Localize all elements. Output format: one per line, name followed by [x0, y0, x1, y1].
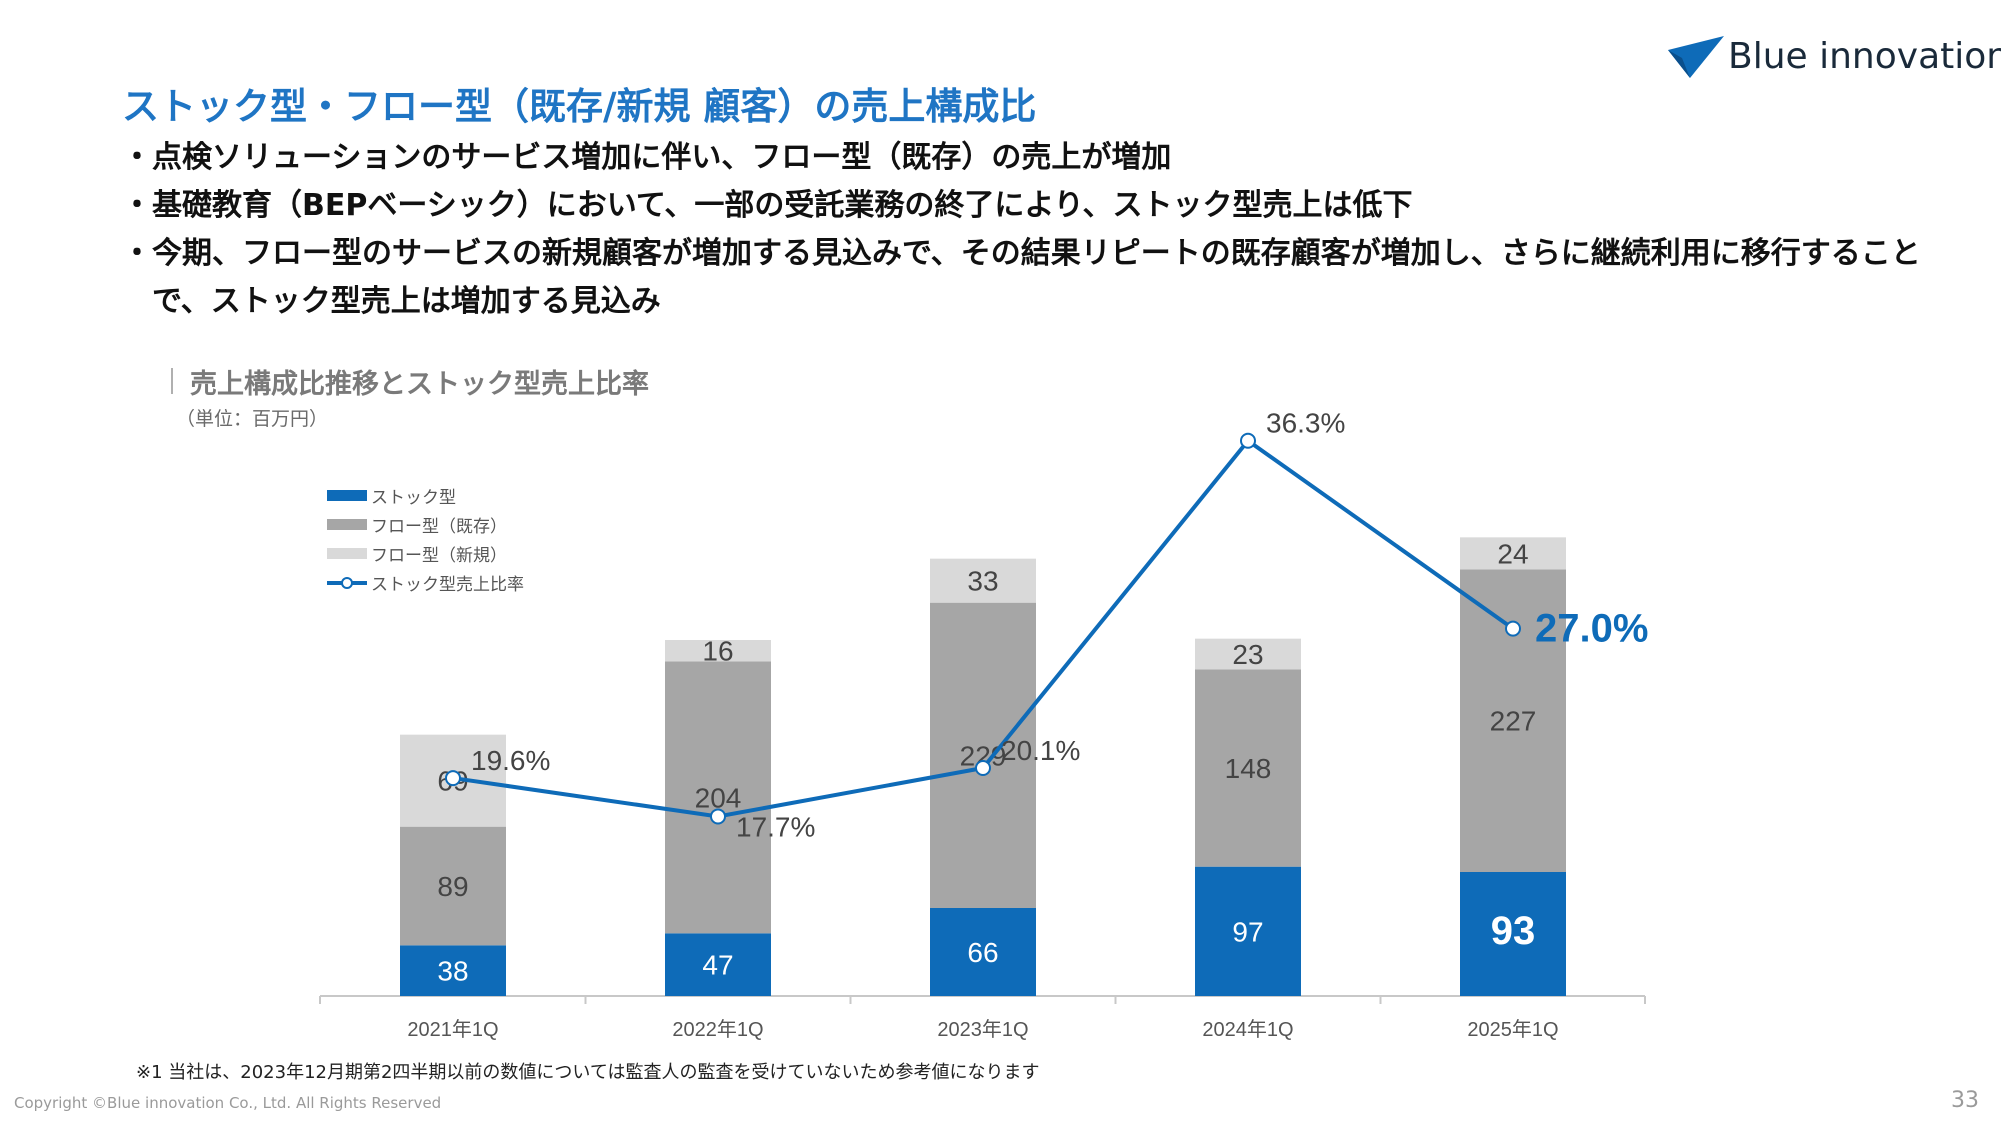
ratio-label: 17.7%	[736, 811, 815, 842]
ratio-point	[710, 808, 726, 825]
bar-flow-existing	[665, 661, 771, 934]
bar-stock	[930, 908, 1036, 996]
footnote: ※1 当社は、2023年12月期第2四半期以前の数値については監査人の監査を受け…	[136, 1062, 1040, 1083]
section-divider	[171, 368, 173, 394]
legend-swatch-ratio	[327, 577, 367, 589]
bar-flow-new	[930, 558, 1036, 603]
bar-flow-existing	[930, 602, 1036, 909]
x-tick-label: 2025年1Q	[1467, 1018, 1558, 1041]
chart-legend: ストック型 フロー型（既存） フロー型（新規） ストック型売上比率	[327, 481, 524, 597]
bullet-item: ・点検ソリューションのサービス増加に伴い、フロー型（既存）の売上が増加	[122, 140, 1172, 175]
bar-stock	[1195, 866, 1301, 996]
bar-flow-new	[665, 640, 771, 662]
bar-value-label: 24	[1497, 538, 1528, 569]
page-number: 33	[1951, 1088, 1979, 1113]
bar-value-label: 16	[702, 636, 733, 667]
ratio-label: 36.3%	[1266, 408, 1345, 439]
ratio-point	[445, 770, 461, 787]
ratio-label: 27.0%	[1535, 607, 1648, 651]
ratio-point	[1505, 620, 1521, 637]
x-tick-label: 2024年1Q	[1202, 1018, 1293, 1041]
legend-label-flow-new: フロー型（新規）	[371, 546, 507, 566]
ratio-label: 19.6%	[471, 745, 550, 776]
x-tick-label: 2023年1Q	[937, 1018, 1028, 1041]
bar-stock	[665, 933, 771, 996]
bar-flow-new	[1195, 638, 1301, 670]
x-tick-label: 2022年1Q	[672, 1018, 763, 1041]
legend-item-flow-existing: フロー型（既存）	[327, 510, 524, 539]
legend-swatch-flow-new	[327, 548, 367, 559]
bar-flow-existing	[1460, 569, 1566, 873]
ratio-point	[1240, 432, 1256, 449]
bar-stock	[1460, 872, 1566, 996]
logo-mark-icon	[1668, 36, 1724, 78]
bar-value-label: 33	[967, 566, 998, 597]
legend-swatch-stock	[327, 490, 367, 501]
chart-section-title: 売上構成比推移とストック型売上比率	[190, 369, 649, 400]
bar-value-label: 38	[437, 956, 468, 987]
bar-flow-existing	[1195, 669, 1301, 867]
bullet-list: ・点検ソリューションのサービス増加に伴い、フロー型（既存）の売上が増加 ・基礎教…	[122, 134, 1962, 326]
brand-logo: Blue innovation	[1668, 34, 2001, 82]
chart-unit-label: （単位：百万円）	[176, 408, 329, 430]
bar-value-label: 47	[702, 950, 733, 981]
legend-item-flow-new: フロー型（新規）	[327, 539, 524, 568]
brand-name: Blue innovation	[1728, 36, 2001, 77]
bar-value-label: 66	[967, 937, 998, 968]
bar-value-label: 148	[1225, 753, 1272, 784]
bar-value-label: 227	[1490, 706, 1537, 737]
ratio-point	[975, 759, 991, 776]
legend-label-ratio: ストック型売上比率	[371, 575, 524, 595]
bar-flow-existing	[400, 826, 506, 946]
bullet-item: ・今期、フロー型のサービスの新規顧客が増加する見込みで、その結果リピートの既存顧…	[122, 236, 1921, 319]
stacked-bar-line-chart: 3889692021年1Q47204162022年1Q66229332023年1…	[319, 408, 1648, 1041]
legend-swatch-flow-existing	[327, 519, 367, 530]
bullet-item: ・基礎教育（BEPベーシック）において、一部の受託業務の終了により、ストック型売…	[122, 188, 1413, 223]
bar-value-label: 23	[1232, 639, 1263, 670]
copyright: Copyright ©Blue innovation Co., Ltd. All…	[14, 1094, 442, 1112]
page-title: ストック型・フロー型（既存/新規 顧客）の売上構成比	[122, 85, 1037, 128]
legend-label-stock: ストック型	[371, 488, 456, 508]
legend-item-stock: ストック型	[327, 481, 524, 510]
ratio-label: 20.1%	[1001, 735, 1080, 766]
bar-value-label: 97	[1232, 916, 1263, 947]
bar-value-label: 204	[695, 782, 742, 813]
bar-value-label: 89	[437, 871, 468, 902]
legend-item-ratio: ストック型売上比率	[327, 568, 524, 597]
bar-stock	[400, 945, 506, 996]
x-tick-label: 2021年1Q	[407, 1018, 498, 1041]
bar-value-label: 93	[1491, 909, 1536, 953]
bar-flow-new	[1460, 537, 1566, 570]
legend-label-flow-existing: フロー型（既存）	[371, 517, 507, 537]
